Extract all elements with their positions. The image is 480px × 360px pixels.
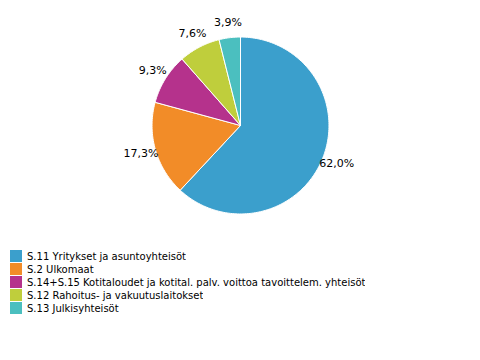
svg-text:7,6%: 7,6% [178, 27, 206, 40]
html-text:S.11 Yritykset ja asuntoyhteis: S.11 Yritykset ja asuntoyhteisöt [27, 250, 186, 262]
html-text:S.2 Ulkomaat: S.2 Ulkomaat [27, 263, 94, 275]
svg-text:17,3%: 17,3% [123, 147, 158, 160]
html-text:S.13 Julkisyhteisöt: S.13 Julkisyhteisöt [27, 302, 119, 314]
html-text:S.12 Rahoitus- ja vakuutuslait: S.12 Rahoitus- ja vakuutuslaitokset [27, 289, 204, 301]
svg-text:3,9%: 3,9% [214, 16, 242, 29]
html-text:S.14+S.15 Kotitaloudet ja koti: S.14+S.15 Kotitaloudet ja kotital. palv.… [27, 276, 366, 288]
svg-text:62,0%: 62,0% [319, 157, 354, 170]
svg-text:9,3%: 9,3% [139, 64, 167, 77]
